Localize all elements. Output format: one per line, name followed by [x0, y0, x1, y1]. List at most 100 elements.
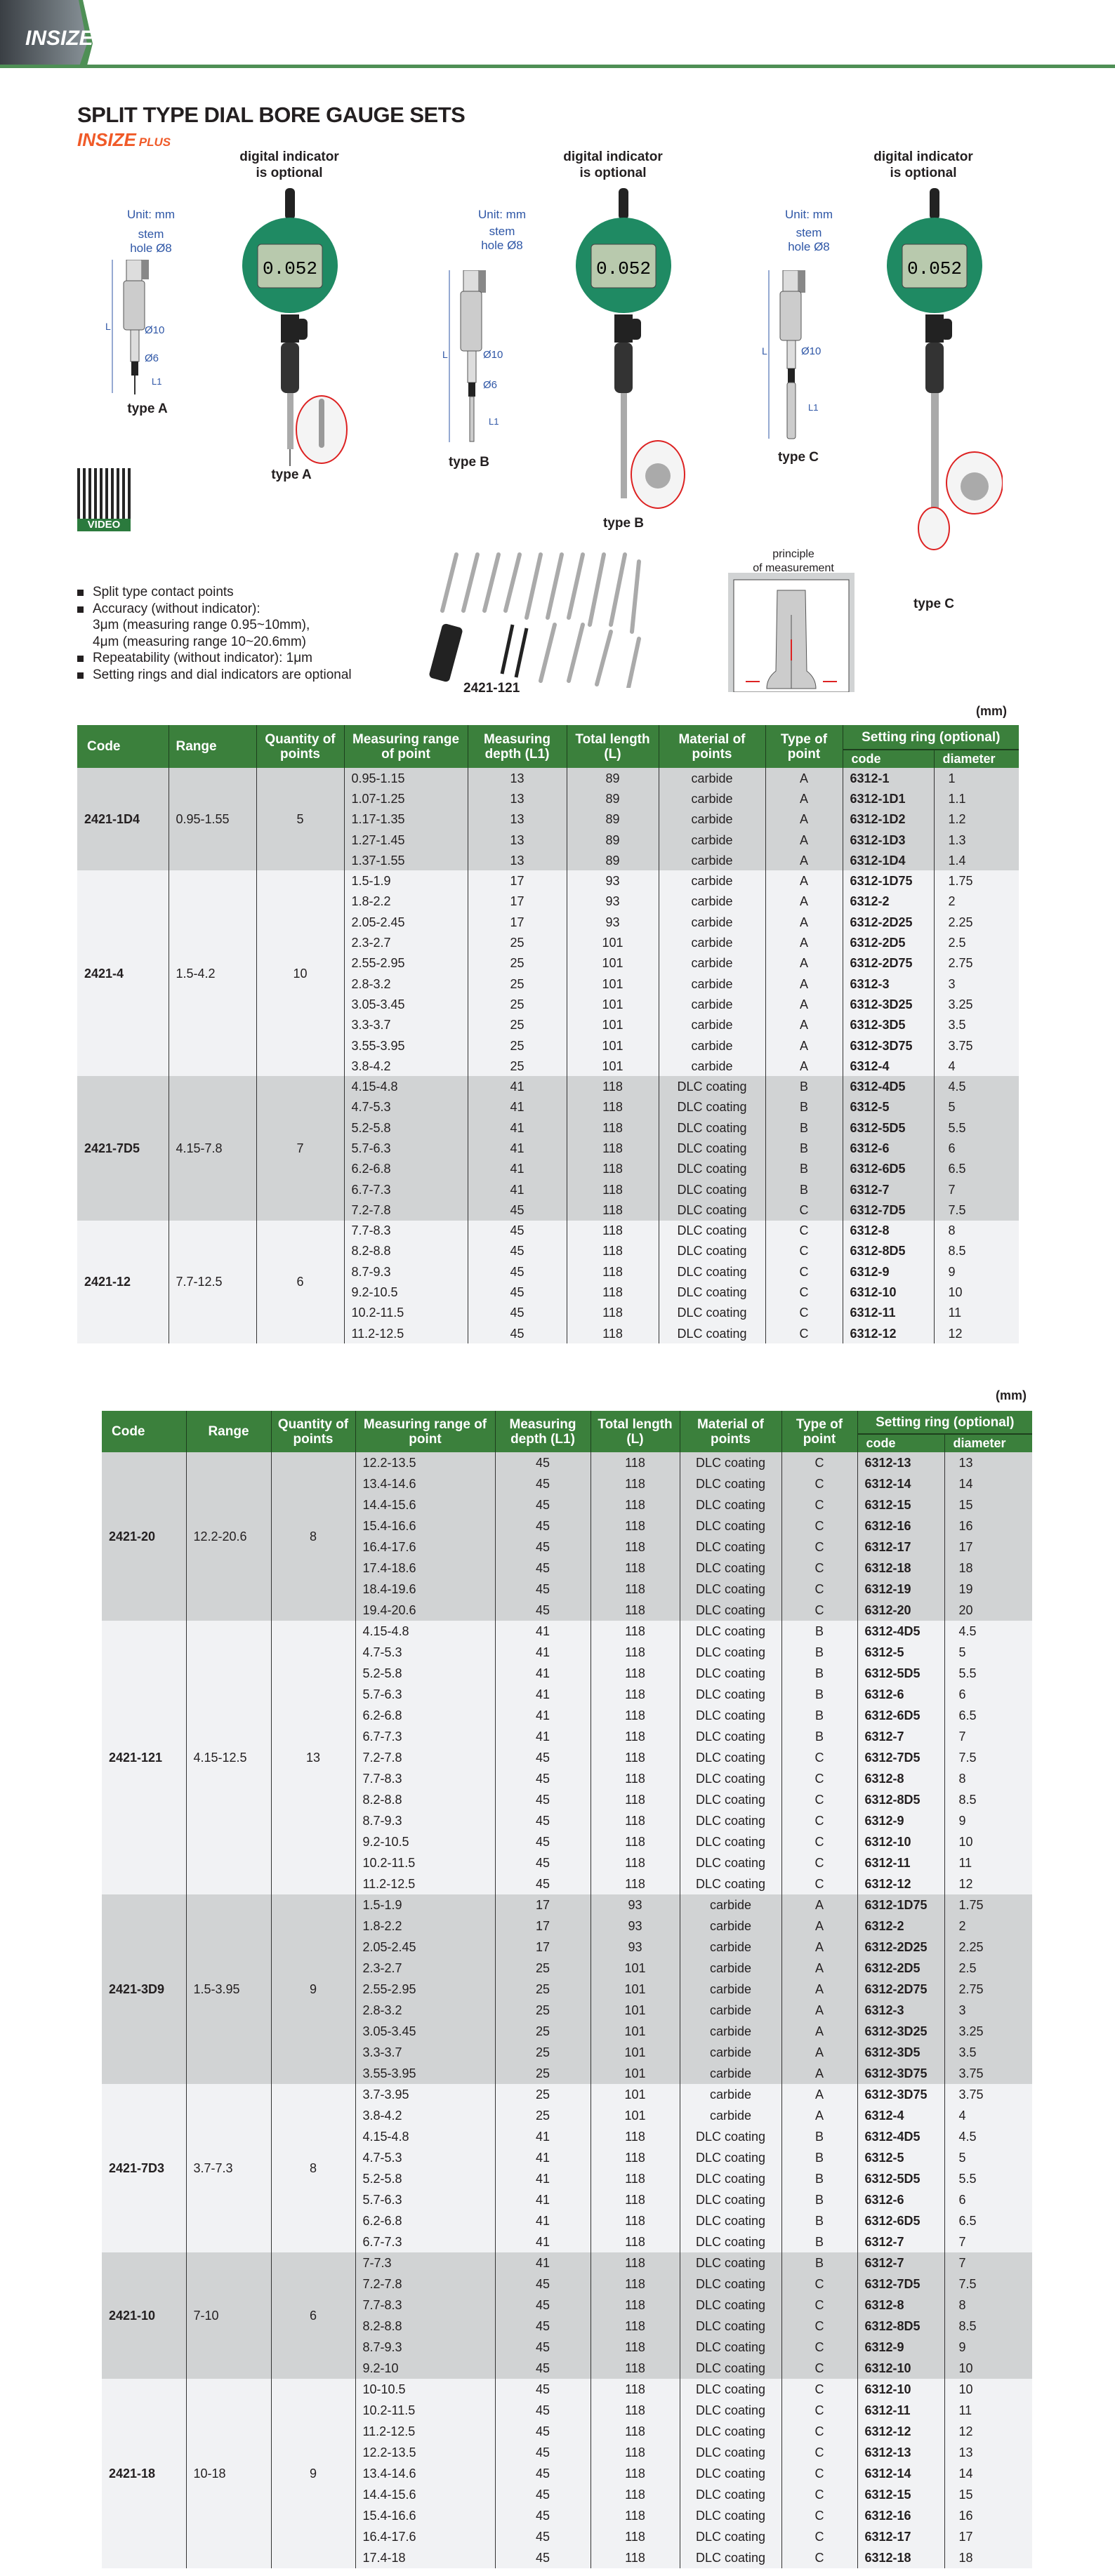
measuring-depth: 45: [494, 1558, 591, 1579]
table-row: 2421-7D5 4.15-7.8 7 4.15-4.8 41 118 DLC coatin…: [77, 1076, 1020, 1221]
col-setting-ring: Setting ring (optional): [842, 725, 1020, 750]
set-range: 10-18: [185, 2379, 271, 2568]
ring-diameter: 13: [944, 1452, 1033, 1473]
col-ring-code: code: [857, 1433, 944, 1452]
total-length: 118: [590, 2400, 680, 2421]
table-row: 1.37-1.55 13 89 carbide A 6312-1D4 1.4: [77, 850, 1020, 871]
svg-text:Ø6: Ø6: [145, 352, 159, 364]
ring-code: 6312-2D75: [857, 1979, 944, 2000]
ring-code: 6312-7D5: [857, 1747, 944, 1768]
set-label: 2421-121: [463, 681, 520, 696]
ring-diameter: 2.5: [933, 932, 1020, 953]
ring-code: 6312-12: [857, 1873, 944, 1894]
table-row: 3.8-4.2 25 101 carbide A 6312-4 4: [102, 2105, 1033, 2126]
video-qr-code[interactable]: VIDEO: [77, 468, 131, 531]
material: carbide: [658, 809, 765, 830]
ring-diameter: 5.5: [933, 1117, 1020, 1138]
set-range: 4.15-7.8: [168, 1076, 256, 1221]
total-length: 101: [590, 2084, 680, 2105]
measuring-depth: 25: [494, 2042, 591, 2063]
material: DLC coating: [658, 1220, 765, 1241]
material: carbide: [679, 2063, 781, 2084]
ring-diameter: 3.25: [944, 2021, 1033, 2042]
type-c-drawing: L Ø10 L1: [762, 270, 821, 439]
table-row: 2421-20 12.2-20.6 8 12.2-13.5 45 118 DLC coati…: [102, 1452, 1033, 1621]
type-b-drawing: L Ø10 Ø6 L1: [442, 270, 503, 442]
measuring-depth: 25: [467, 994, 567, 1015]
col-length: Total length (L): [590, 1411, 680, 1452]
measuring-depth: 41: [494, 2189, 591, 2210]
measuring-depth: 25: [494, 2021, 591, 2042]
ring-diameter: 20: [944, 1600, 1033, 1621]
set-code: 2421-3D9: [102, 1894, 186, 2084]
total-length: 118: [590, 2210, 680, 2231]
ring-code: 6312-6: [842, 1138, 934, 1159]
table-row: 2421-1D4 0.95-1.55 5 0.95-1.15 13 89 carbide A 6…: [77, 768, 1020, 871]
gauge-b-image: 0.052: [576, 188, 685, 509]
measuring-depth: 45: [494, 2358, 591, 2379]
ring-diameter: 8: [944, 2295, 1033, 2316]
material: carbide: [658, 1035, 765, 1056]
measuring-depth: 41: [494, 1726, 591, 1747]
col-depth: Measuring depth (L1): [467, 725, 567, 768]
material: carbide: [658, 829, 765, 851]
measuring-depth: 25: [494, 2063, 591, 2084]
svg-text:0.052: 0.052: [907, 258, 962, 279]
ring-diameter: 6.5: [933, 1158, 1020, 1179]
ring-code: 6312-6D5: [857, 2210, 944, 2231]
measuring-depth: 41: [494, 1642, 591, 1663]
measuring-depth: 17: [494, 1916, 591, 1937]
ring-diameter: 8.5: [933, 1240, 1020, 1262]
ring-diameter: 6: [944, 1684, 1033, 1705]
material: DLC coating: [658, 1076, 765, 1097]
svg-text:Ø10: Ø10: [145, 324, 164, 336]
ring-code: 6312-16: [857, 2505, 944, 2526]
measuring-range: 18.4-19.6: [355, 1579, 495, 1600]
total-length: 118: [590, 1558, 680, 1579]
table-row: 2.8-3.2 25 101 carbide A 6312-3 3: [102, 2000, 1033, 2021]
table-row: 7.2-7.8 45 118 DLC coating C 6312-7D5 7.5: [102, 1747, 1033, 1768]
point-type: B: [781, 1726, 857, 1747]
col-range: Range: [168, 725, 256, 768]
material: DLC coating: [679, 1705, 781, 1726]
measuring-range: 4.7-5.3: [355, 1642, 495, 1663]
table-row: 11.2-12.5 45 118 DLC coating C 6312-12 12: [102, 1873, 1033, 1894]
total-length: 101: [590, 2021, 680, 2042]
material: DLC coating: [679, 1536, 781, 1558]
material: carbide: [658, 973, 765, 995]
ring-code: 6312-18: [857, 2547, 944, 2568]
total-length: 118: [566, 1240, 659, 1262]
total-length: 118: [590, 1726, 680, 1747]
ring-diameter: 15: [944, 2484, 1033, 2505]
point-type: B: [765, 1117, 843, 1138]
total-length: 118: [590, 1873, 680, 1894]
point-type: C: [781, 1494, 857, 1515]
table-row: 3.55-3.95 25 101 carbide A 6312-3D75 3.75: [77, 1035, 1020, 1056]
ring-diameter: 6.5: [944, 1705, 1033, 1726]
total-length: 93: [590, 1937, 680, 1958]
svg-text:L: L: [442, 349, 448, 360]
measuring-depth: 45: [494, 1494, 591, 1515]
unit-label-table2: (mm): [996, 1388, 1027, 1402]
total-length: 118: [590, 1452, 680, 1473]
col-length: Total length (L): [566, 725, 659, 768]
measuring-depth: 45: [494, 1789, 591, 1810]
material: DLC coating: [679, 2358, 781, 2379]
measuring-depth: 25: [467, 1035, 567, 1056]
table-row: 8.7-9.3 45 118 DLC coating C 6312-9 9: [77, 1261, 1020, 1282]
ring-diameter: 8.5: [944, 1789, 1033, 1810]
set-range: 4.15-12.5: [185, 1621, 271, 1894]
ring-diameter: 7.5: [933, 1200, 1020, 1221]
measuring-depth: 41: [494, 1684, 591, 1705]
ring-code: 6312-9: [857, 2337, 944, 2358]
ring-code: 6312-5D5: [857, 2168, 944, 2189]
measuring-range: 2.05-2.45: [343, 912, 468, 933]
table-row: 10.2-11.5 45 118 DLC coating C 6312-11 11: [102, 1852, 1033, 1873]
point-type: C: [781, 1515, 857, 1536]
ring-diameter: 4: [944, 2105, 1033, 2126]
measuring-depth: 45: [494, 1473, 591, 1494]
material: DLC coating: [679, 1600, 781, 1621]
total-length: 101: [590, 1979, 680, 2000]
table-row: 18.4-19.6 45 118 DLC coating C 6312-19 19: [102, 1579, 1033, 1600]
material: DLC coating: [658, 1240, 765, 1262]
